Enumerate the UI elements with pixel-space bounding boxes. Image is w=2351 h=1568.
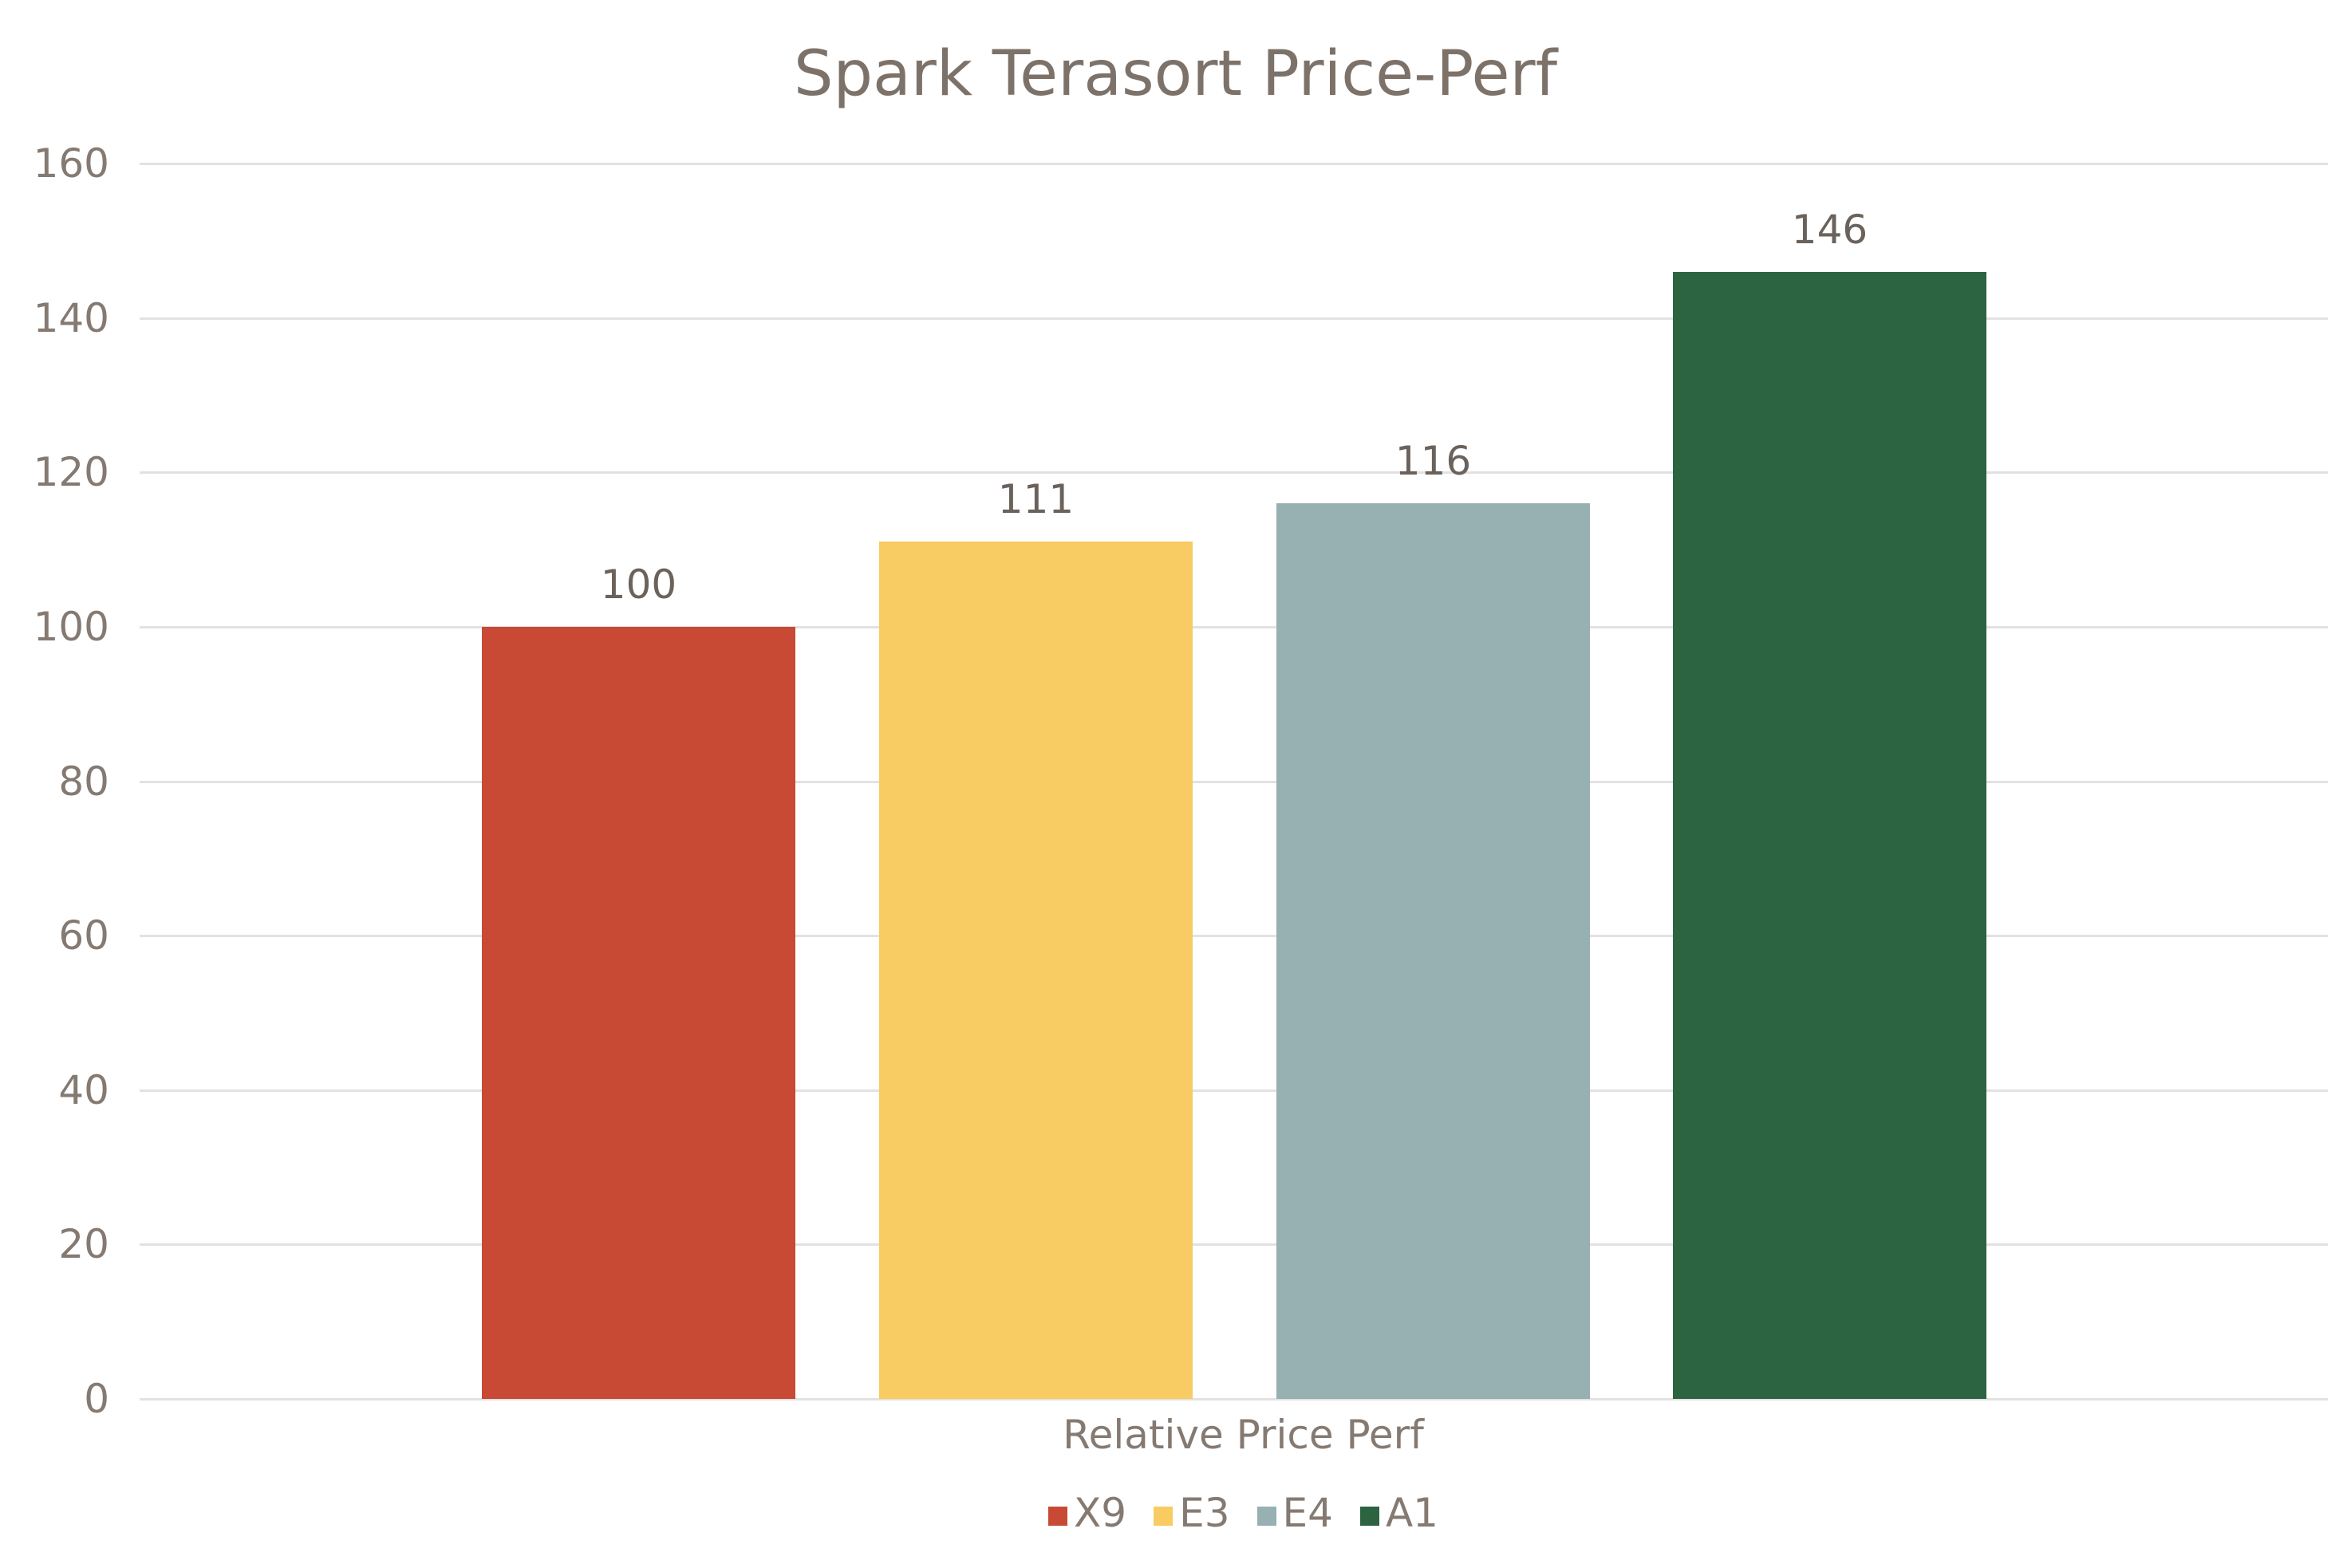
data-label: 116 (1394, 437, 1472, 484)
legend-label: X9 (1074, 1490, 1127, 1536)
chart-title: Spark Terasort Price-Perf (793, 38, 1558, 110)
y-tick-label: 60 (58, 912, 109, 959)
bar-x9 (482, 626, 795, 1399)
gridline (140, 780, 2328, 783)
gridline (140, 1243, 2328, 1247)
gridline (140, 1089, 2328, 1092)
y-tick-label: 140 (33, 294, 109, 341)
legend-item-x9: X9 (1048, 1490, 1126, 1536)
y-tick-label: 100 (33, 603, 109, 650)
gridline (140, 935, 2328, 938)
gridline (140, 163, 2328, 165)
legend-item-e4: E4 (1256, 1490, 1333, 1536)
data-label: 146 (1791, 206, 1868, 253)
y-tick-label: 80 (58, 758, 109, 805)
legend-item-a1: A1 (1359, 1490, 1438, 1536)
legend-label: E4 (1282, 1490, 1333, 1536)
plot-area: 0 20 40 60 80 100 120 140 160 100 111 116 146 (34, 140, 2328, 1422)
gridline (140, 317, 2328, 320)
legend-swatch-icon (1256, 1507, 1276, 1526)
legend-label: A1 (1385, 1490, 1438, 1536)
data-label: 111 (997, 476, 1075, 523)
y-tick-label: 20 (58, 1221, 109, 1268)
bar-e3 (879, 542, 1193, 1399)
y-tick-label: 120 (33, 449, 109, 496)
legend-swatch-icon (1359, 1507, 1379, 1526)
gridline (140, 1398, 2328, 1401)
data-label: 100 (600, 561, 677, 608)
legend: X9 E3 E4 A1 (68, 1490, 2351, 1536)
x-axis-label: Relative Price Perf (1063, 1412, 1424, 1458)
gridline (140, 471, 2328, 475)
y-tick-label: 40 (58, 1066, 109, 1113)
y-tick-label: 160 (33, 140, 109, 187)
legend-label: E3 (1179, 1490, 1230, 1536)
bar-a1 (1673, 271, 1986, 1399)
legend-swatch-icon (1154, 1507, 1174, 1526)
bar-e4 (1276, 502, 1590, 1399)
y-tick-label: 0 (84, 1376, 109, 1422)
legend-swatch-icon (1048, 1507, 1068, 1526)
gridline (140, 625, 2328, 628)
legend-item-e3: E3 (1154, 1490, 1230, 1536)
